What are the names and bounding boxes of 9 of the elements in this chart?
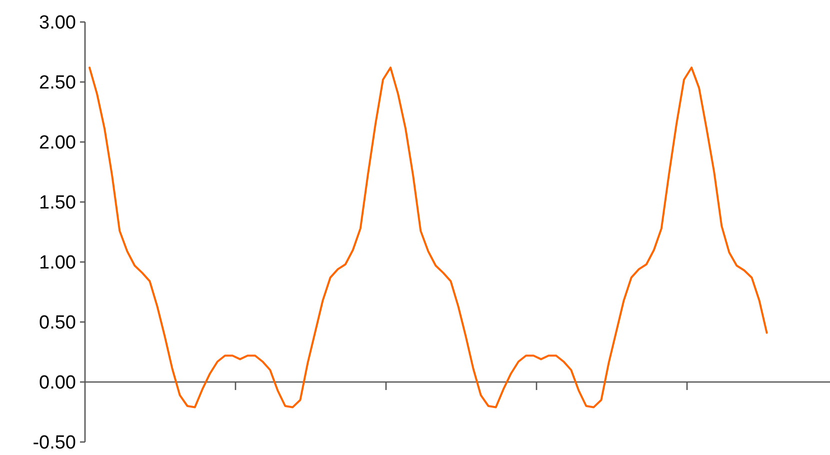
- y-tick-label: 2.50: [39, 72, 76, 94]
- y-tick-label: 0.00: [39, 372, 76, 394]
- y-tick-label: 1.00: [39, 252, 76, 274]
- y-tick-label: 1.50: [39, 192, 76, 214]
- y-tick-label: 0.50: [39, 312, 76, 334]
- y-tick-label: 2.00: [39, 132, 76, 154]
- y-tick-label: -0.50: [32, 432, 76, 454]
- y-tick-label: 3.00: [39, 12, 76, 34]
- line-series: [88, 66, 768, 408]
